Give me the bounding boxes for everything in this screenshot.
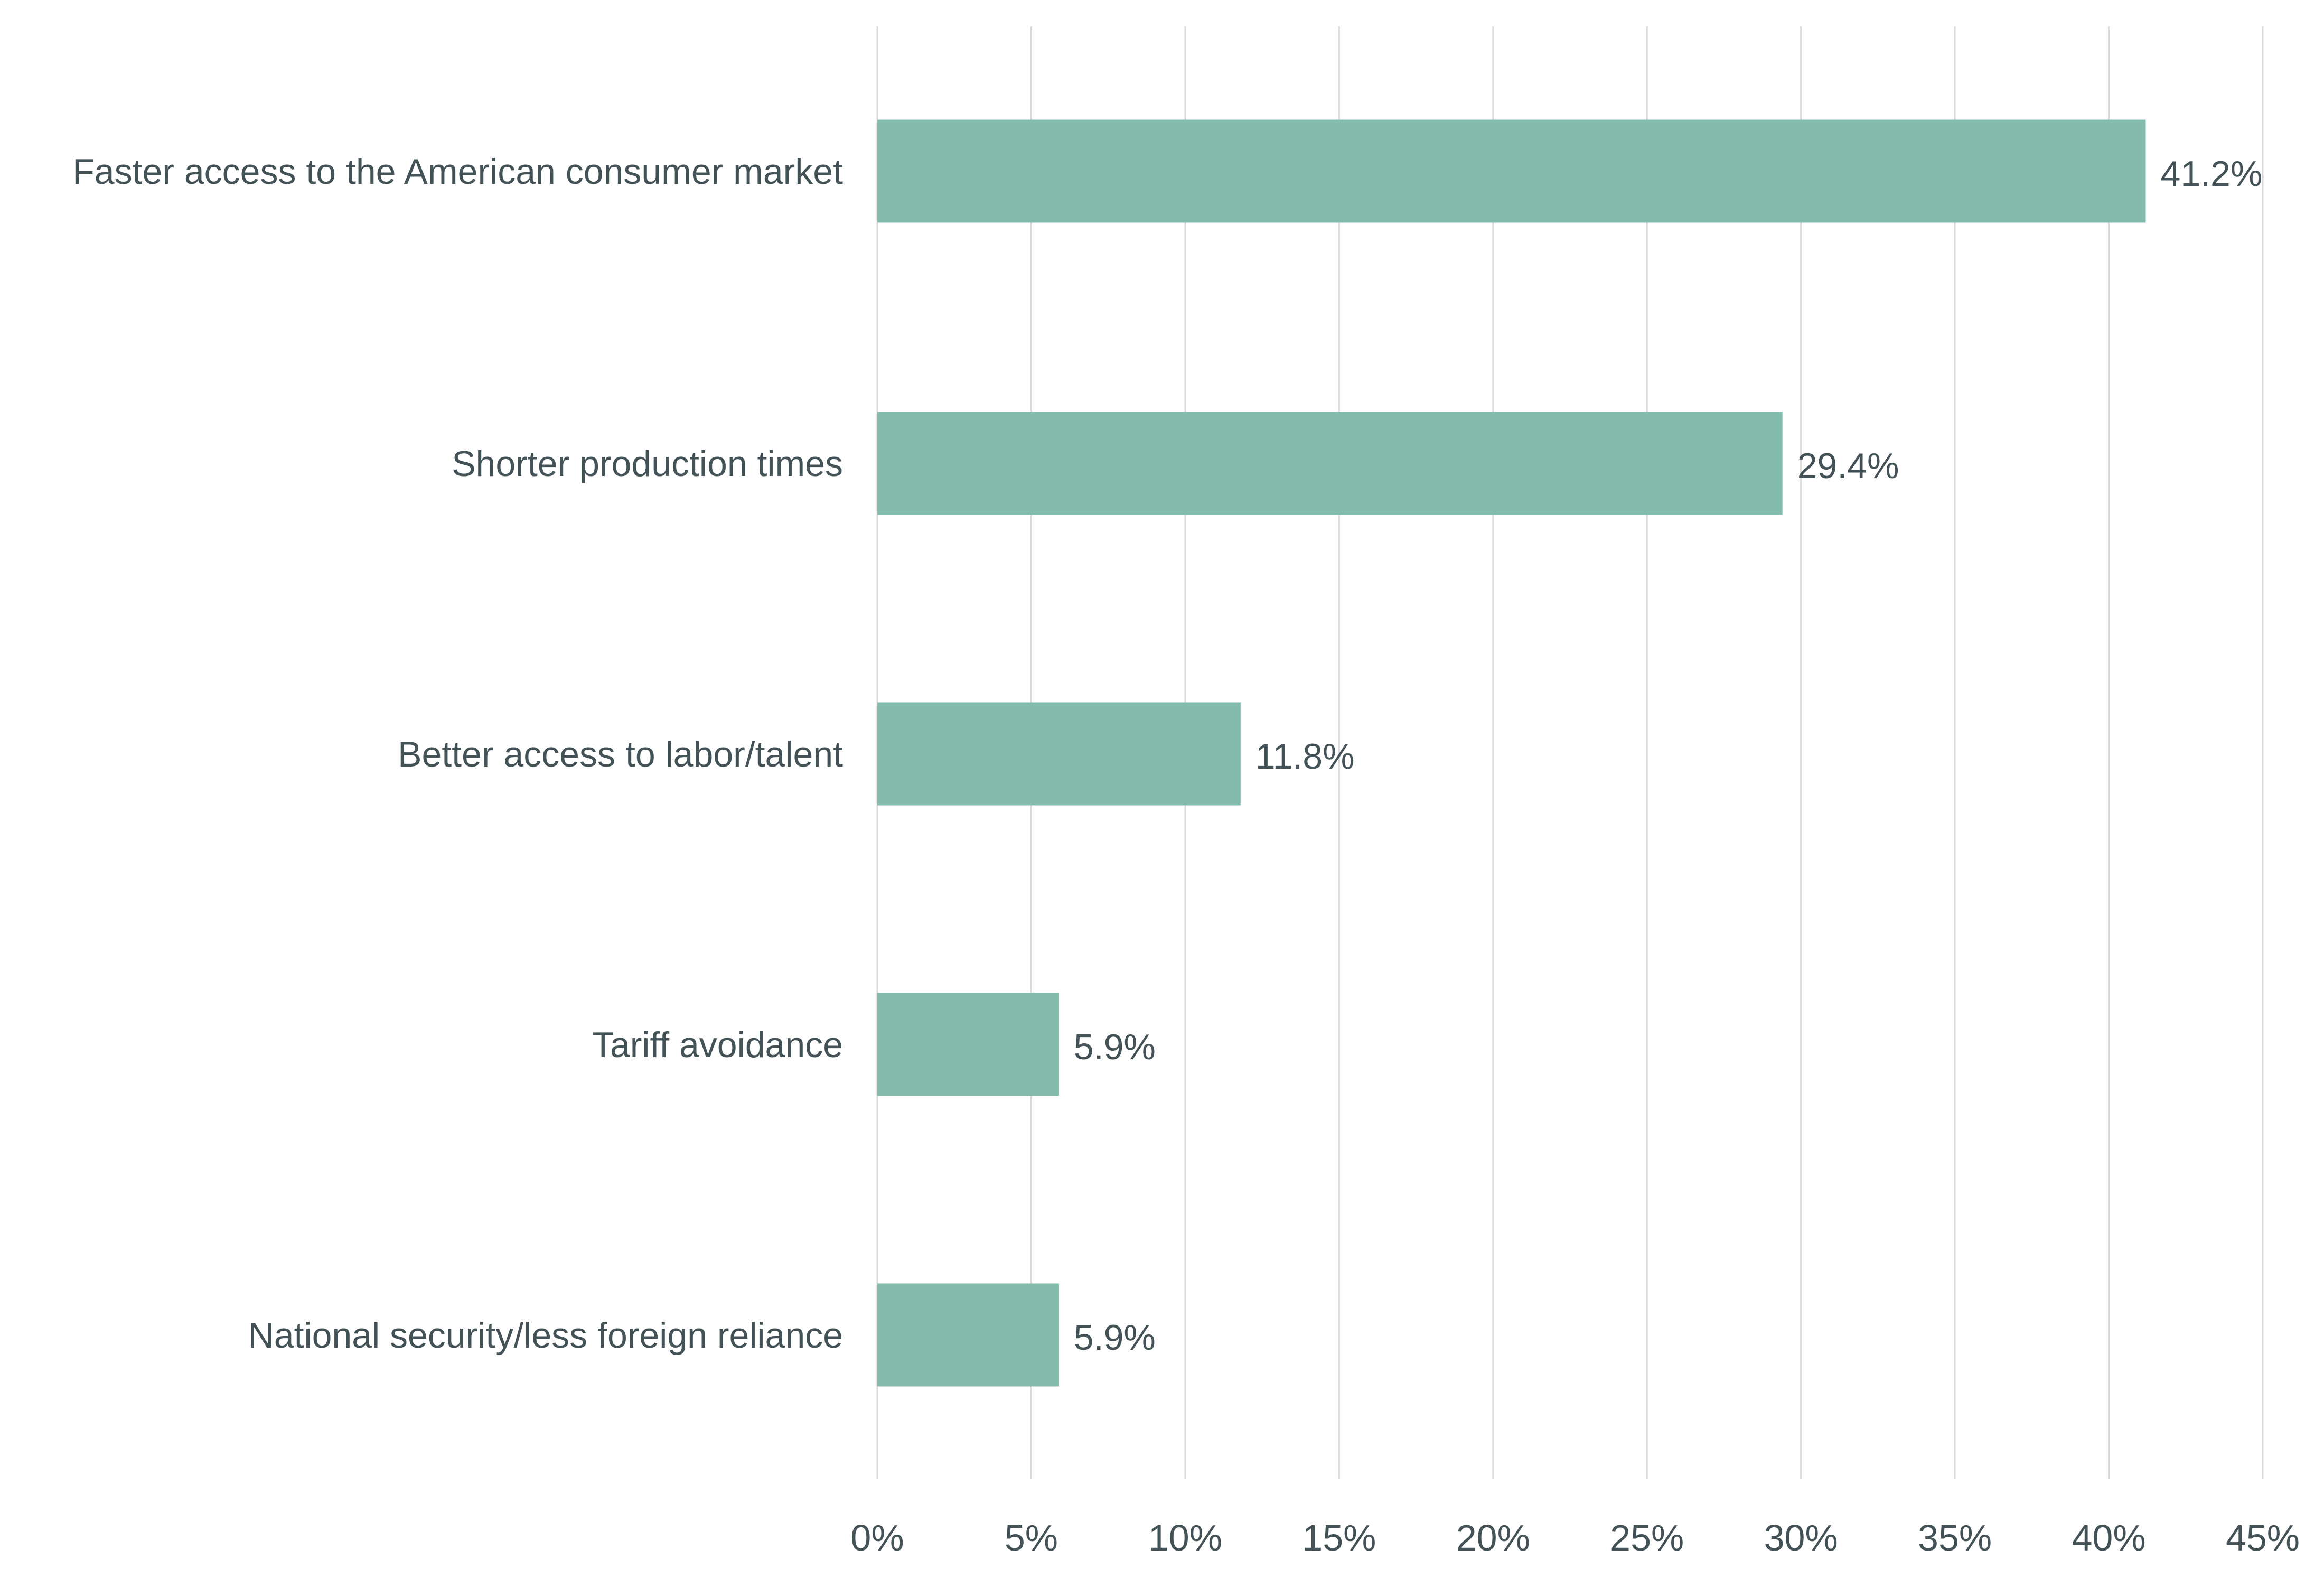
- bar: [877, 119, 2146, 223]
- category-label: Faster access to the American consumer m…: [72, 152, 843, 192]
- category-label: Tariff avoidance: [592, 1025, 843, 1065]
- x-tick-label: 30%: [1764, 1517, 1838, 1558]
- x-tick-label: 35%: [1918, 1517, 1992, 1558]
- bar: [877, 1283, 1059, 1387]
- category-label: Better access to labor/talent: [398, 734, 843, 774]
- x-tick-label: 40%: [2072, 1517, 2146, 1558]
- x-tick-label: 25%: [1610, 1517, 1684, 1558]
- x-tick-label: 45%: [2226, 1517, 2300, 1558]
- data-label: 29.4%: [1797, 446, 1899, 486]
- x-tick-label: 10%: [1148, 1517, 1222, 1558]
- bar: [877, 993, 1059, 1096]
- bar: [877, 412, 1783, 515]
- bar: [877, 702, 1241, 806]
- data-label: 11.8%: [1255, 736, 1355, 777]
- x-tick-label: 0%: [850, 1517, 904, 1558]
- x-tick-label: 5%: [1005, 1517, 1058, 1558]
- data-label: 5.9%: [1074, 1318, 1156, 1358]
- data-label: 5.9%: [1074, 1027, 1156, 1067]
- category-label: National security/less foreign reliance: [248, 1315, 843, 1356]
- x-tick-label: 20%: [1456, 1517, 1530, 1558]
- category-label: Shorter production times: [452, 444, 843, 484]
- x-tick-label: 15%: [1302, 1517, 1376, 1558]
- data-label: 41.2%: [2161, 154, 2263, 194]
